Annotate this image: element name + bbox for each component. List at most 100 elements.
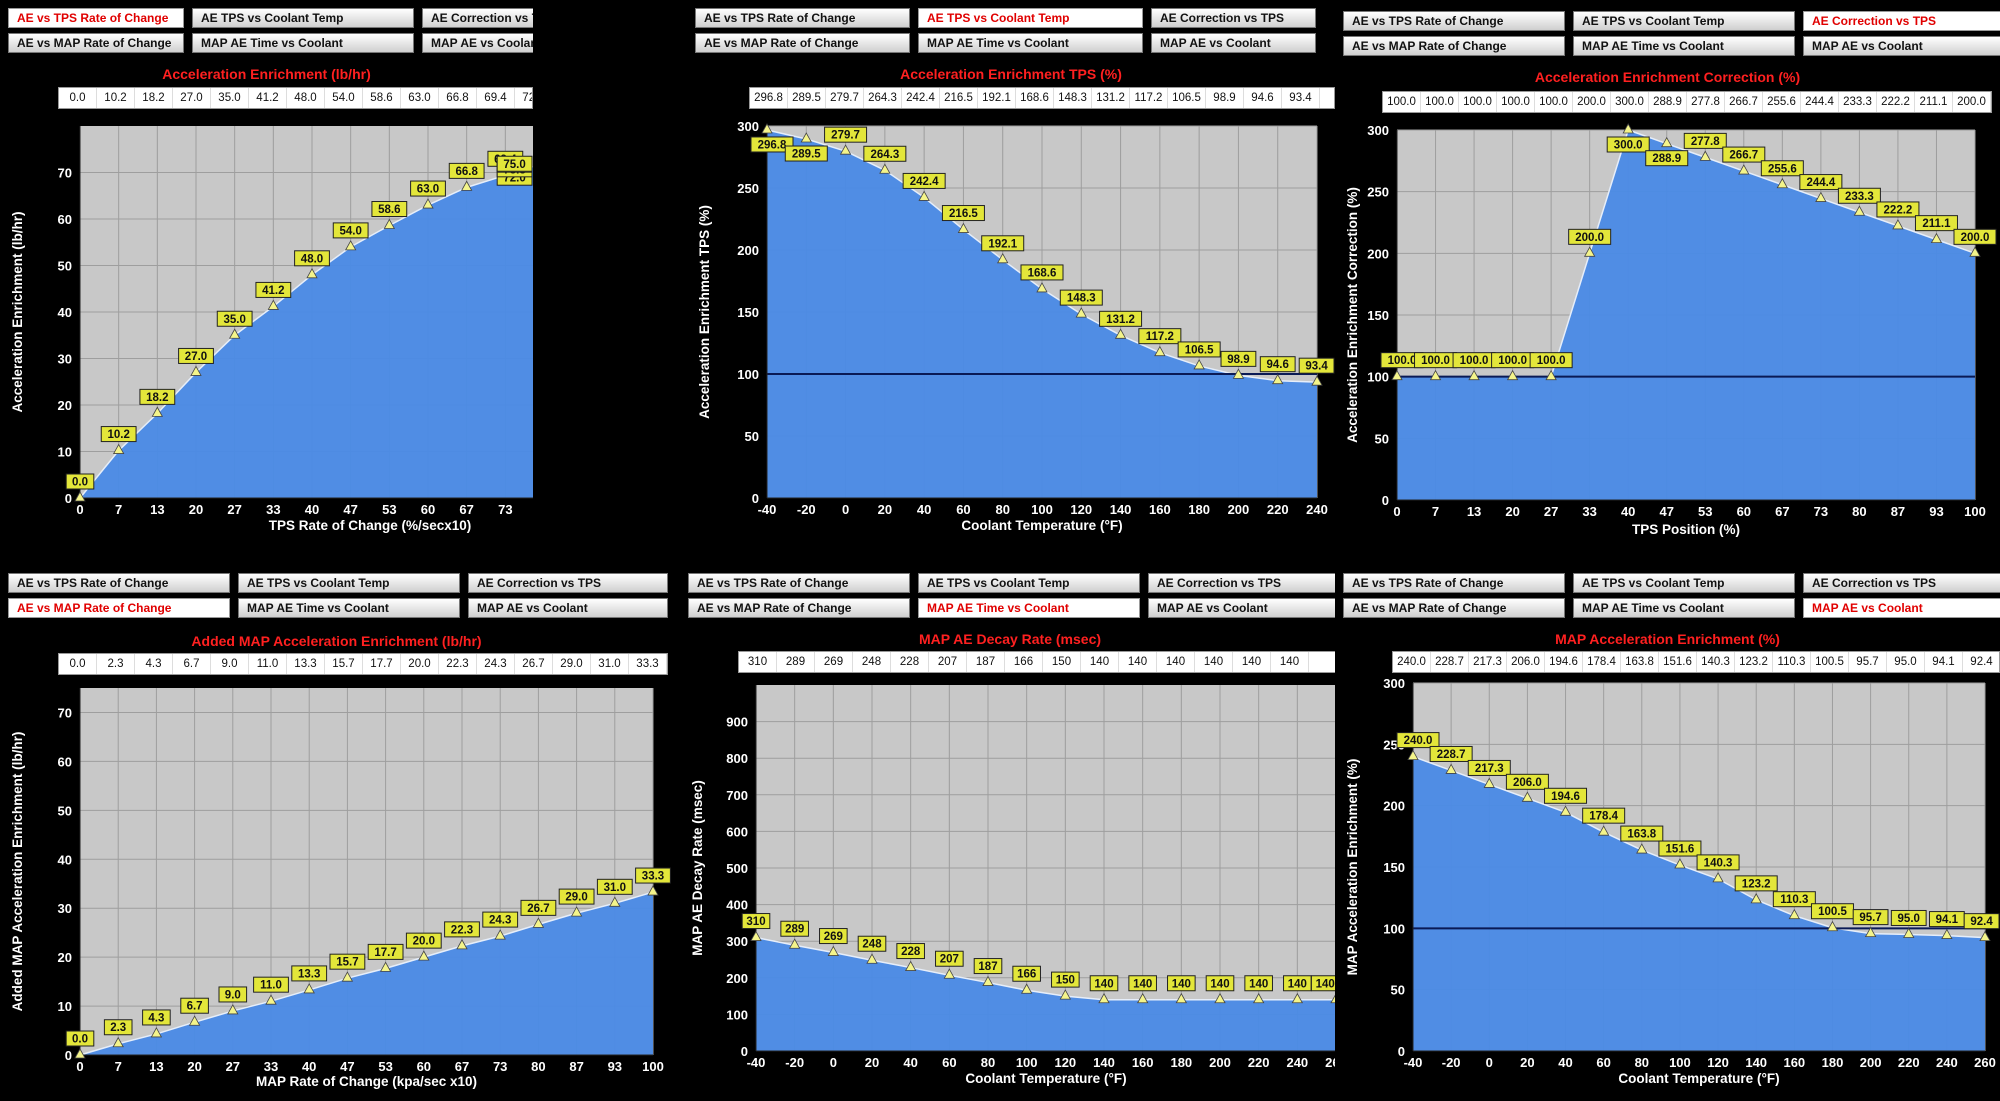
data-point-marker[interactable] — [306, 267, 318, 279]
value-cell[interactable]: 192.1 — [978, 88, 1016, 108]
tab-ae-vs-map-rate[interactable]: AE vs MAP Rate of Change — [8, 33, 184, 53]
data-point-marker[interactable] — [1903, 927, 1915, 938]
data-point-marker[interactable] — [997, 252, 1009, 264]
tab-map-ae-vs-coolant[interactable]: MAP AE vs Coolant — [1151, 33, 1316, 53]
data-point-marker[interactable] — [957, 222, 970, 233]
value-cell[interactable]: 140 — [1119, 652, 1157, 672]
data-point-marker[interactable] — [1136, 992, 1149, 1004]
value-cell[interactable]: 140 — [1157, 652, 1195, 672]
data-point-marker[interactable] — [456, 939, 468, 950]
data-point-marker[interactable] — [1788, 908, 1801, 920]
data-point-marker[interactable] — [1583, 246, 1596, 257]
value-cell[interactable]: 163.8 — [1621, 652, 1659, 672]
data-point-marker[interactable] — [1445, 763, 1457, 774]
value-cell[interactable]: 94.6 — [1244, 88, 1282, 108]
value-cell[interactable]: 244.4 — [1801, 92, 1839, 112]
data-point-marker[interactable] — [1699, 150, 1711, 161]
data-point-marker[interactable] — [1252, 992, 1265, 1004]
data-point-marker[interactable] — [1036, 282, 1048, 293]
data-point-marker[interactable] — [1483, 777, 1495, 788]
data-point-marker[interactable] — [1291, 992, 1304, 1004]
tab-ae-vs-tps-rate[interactable]: AE vs TPS Rate of Change — [8, 8, 184, 28]
data-point-marker[interactable] — [383, 218, 396, 229]
tab-ae-vs-tps-rate[interactable]: AE vs TPS Rate of Change — [688, 573, 910, 593]
value-cell[interactable]: 206.0 — [1507, 652, 1545, 672]
tab-map-ae-vs-coolant[interactable]: MAP AE vs Coolant — [1803, 598, 2000, 618]
data-point-marker[interactable] — [1391, 369, 1403, 381]
value-cell[interactable]: 100.0 — [1383, 92, 1421, 112]
value-cell[interactable]: 255.6 — [1763, 92, 1801, 112]
value-cell[interactable]: 106.5 — [1168, 88, 1206, 108]
tab-ae-correction-vs-tps[interactable]: AE Correction vs TPS — [1148, 573, 1340, 593]
data-point-marker[interactable] — [1622, 123, 1634, 134]
tab-ae-tps-vs-coolant[interactable]: AE TPS vs Coolant Temp — [1573, 573, 1795, 593]
tab-ae-vs-tps-rate[interactable]: AE vs TPS Rate of Change — [1343, 573, 1565, 593]
value-cell[interactable]: 242.4 — [902, 88, 940, 108]
value-cell[interactable]: 100.0 — [1459, 92, 1497, 112]
tab-map-ae-vs-coolant[interactable]: MAP AE vs Coolant — [422, 33, 533, 53]
value-cell[interactable]: 151.6 — [1659, 652, 1697, 672]
data-point-marker[interactable] — [1059, 989, 1072, 1000]
value-cell[interactable]: 264.3 — [864, 88, 902, 108]
value-cell[interactable]: 140 — [1081, 652, 1119, 672]
tab-map-ae-time-vs-coolant[interactable]: MAP AE Time vs Coolant — [918, 598, 1140, 618]
value-cell[interactable]: 140 — [1233, 652, 1271, 672]
data-point-marker[interactable] — [1232, 368, 1245, 379]
data-point-marker[interactable] — [866, 953, 878, 964]
data-point-marker[interactable] — [190, 365, 202, 376]
value-cell[interactable]: 150 — [1043, 652, 1081, 672]
data-point-marker[interactable] — [904, 960, 917, 971]
data-point-marker[interactable] — [1969, 246, 1981, 257]
value-cell[interactable]: 66.8 — [439, 88, 477, 108]
data-point-marker[interactable] — [788, 938, 801, 949]
value-cell[interactable]: 15.7 — [325, 654, 363, 674]
value-cell[interactable]: 178.4 — [1583, 652, 1621, 672]
data-point-marker[interactable] — [1506, 369, 1519, 381]
value-cell[interactable]: 11.0 — [249, 654, 287, 674]
data-point-marker[interactable] — [265, 994, 277, 1005]
value-cell[interactable]: 20.0 — [401, 654, 439, 674]
tab-ae-vs-map-rate[interactable]: AE vs MAP Rate of Change — [1343, 598, 1565, 618]
value-cell[interactable]: 289.5 — [788, 88, 826, 108]
data-point-marker[interactable] — [112, 443, 125, 454]
data-point-marker[interactable] — [1597, 825, 1610, 836]
value-cell[interactable]: 94.1 — [1925, 652, 1963, 672]
value-cell[interactable]: 187 — [967, 652, 1005, 672]
value-cell[interactable]: 140 — [1195, 652, 1233, 672]
data-point-marker[interactable] — [1020, 983, 1033, 994]
value-cell[interactable]: 123.2 — [1735, 652, 1773, 672]
value-cell[interactable]: 248 — [853, 652, 891, 672]
value-cell[interactable]: 200.0 — [1953, 92, 1991, 112]
value-cell[interactable]: 0.0 — [59, 654, 97, 674]
value-cell[interactable]: 92.4 — [1963, 652, 1999, 672]
data-point-marker[interactable] — [609, 896, 621, 907]
tab-ae-correction-vs-tps[interactable]: AE Correction vs TPS — [1151, 8, 1316, 28]
data-point-marker[interactable] — [1941, 928, 1953, 939]
tab-map-ae-vs-coolant[interactable]: MAP AE vs Coolant — [1148, 598, 1340, 618]
tab-ae-vs-map-rate[interactable]: AE vs MAP Rate of Change — [8, 598, 230, 618]
data-point-marker[interactable] — [1214, 992, 1226, 1004]
value-cell[interactable]: 9.0 — [211, 654, 249, 674]
value-cell[interactable]: 0.0 — [59, 88, 97, 108]
data-point-marker[interactable] — [1114, 328, 1127, 339]
data-point-marker[interactable] — [1175, 992, 1188, 1004]
value-cell[interactable]: 269 — [815, 652, 853, 672]
value-cell[interactable]: 140.3 — [1697, 652, 1735, 672]
value-cell[interactable]: 222.2 — [1877, 92, 1915, 112]
value-cell[interactable]: 63.0 — [401, 88, 439, 108]
data-point-marker[interactable] — [1712, 872, 1724, 883]
data-point-marker[interactable] — [188, 1015, 201, 1026]
value-cell[interactable]: 168.6 — [1016, 88, 1054, 108]
value-cell[interactable]: 148.3 — [1054, 88, 1092, 108]
value-cell[interactable]: 110.3 — [1773, 652, 1811, 672]
value-cell[interactable]: 95.7 — [1849, 652, 1887, 672]
value-cell[interactable]: 277.8 — [1687, 92, 1725, 112]
value-cell[interactable]: 100.0 — [1497, 92, 1535, 112]
value-cell[interactable]: 35.0 — [211, 88, 249, 108]
data-point-marker[interactable] — [1853, 205, 1866, 216]
value-cell[interactable]: 100.5 — [1811, 652, 1849, 672]
data-point-marker[interactable] — [1864, 926, 1877, 938]
tab-map-ae-vs-coolant[interactable]: MAP AE vs Coolant — [468, 598, 668, 618]
tab-ae-correction-vs-tps[interactable]: AE Correction vs TPS — [422, 8, 533, 28]
data-point-marker[interactable] — [1075, 307, 1087, 318]
